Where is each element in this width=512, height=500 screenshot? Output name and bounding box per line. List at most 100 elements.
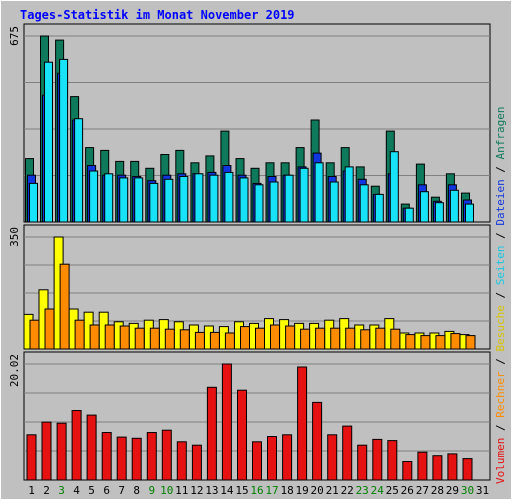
legend-part: Volumen	[494, 438, 507, 484]
day-label-15: 15	[235, 484, 248, 497]
legend-part: /	[494, 226, 507, 246]
day-label-27: 27	[416, 484, 429, 497]
bar-rechner-day-15	[240, 326, 250, 350]
bar-rechner-day-17	[270, 324, 280, 350]
bar-rechner-day-13	[209, 331, 220, 350]
day-label-6: 6	[103, 484, 110, 497]
bar-volumen-day-15	[237, 389, 247, 481]
bar-seiten-day-12	[194, 173, 204, 223]
bar-rechner-day-8	[134, 327, 145, 350]
bar-seiten-day-22	[344, 166, 354, 223]
bar-rechner-day-7	[119, 325, 130, 350]
day-label-20: 20	[310, 484, 323, 497]
bar-volumen-day-21	[327, 434, 338, 481]
day-label-13: 13	[205, 484, 218, 497]
day-label-31: 31	[476, 484, 489, 497]
day-label-28: 28	[431, 484, 444, 497]
bar-seiten-day-23	[359, 184, 369, 223]
bar-volumen-day-23	[357, 444, 368, 481]
bar-rechner-day-30	[465, 335, 476, 350]
bar-seiten-day-9	[149, 182, 159, 223]
bar-seiten-day-24	[374, 193, 384, 223]
bar-rechner-day-1	[29, 319, 40, 350]
bar-volumen-day-25	[387, 440, 398, 481]
bar-volumen-day-29	[447, 453, 458, 481]
bar-volumen-day-26	[402, 461, 413, 481]
series-volumen	[26, 363, 473, 481]
day-label-10: 10	[160, 484, 173, 497]
series-besuche	[23, 236, 470, 350]
max-label-visits: 350	[8, 227, 21, 247]
day-label-16: 16	[250, 484, 263, 497]
bar-volumen-day-30	[462, 458, 473, 481]
legend-part: Dateien	[494, 179, 507, 225]
bar-volumen-day-7	[116, 436, 127, 481]
bar-volumen-day-28	[432, 455, 443, 481]
day-labels: 1 2 3 4 5 6 7 8 9 10 11 12 13 14 15 16 17 18 19 20 21 22 23 24 2…	[28, 484, 489, 497]
bar-volumen-day-17	[267, 436, 277, 481]
bar-volumen-day-9	[146, 432, 157, 481]
day-label-14: 14	[220, 484, 234, 497]
bar-seiten-day-11	[179, 176, 189, 223]
legend-part: Besuche	[494, 305, 507, 351]
day-label-26: 26	[401, 484, 414, 497]
bar-seiten-day-10	[164, 178, 174, 223]
day-label-30: 30	[461, 484, 474, 497]
day-label-18: 18	[280, 484, 293, 497]
legend-part: /	[494, 159, 507, 179]
bar-volumen-day-3	[56, 422, 67, 481]
bar-seiten-day-27	[419, 191, 429, 223]
series-seiten	[29, 58, 474, 223]
day-label-2: 2	[43, 484, 50, 497]
bar-volumen-day-18	[282, 434, 293, 481]
bar-seiten-day-3	[59, 58, 69, 223]
bar-volumen-day-22	[342, 425, 353, 481]
bar-rechner-day-12	[194, 331, 205, 350]
bar-rechner-day-16	[255, 327, 265, 350]
bar-rechner-day-11	[179, 329, 190, 350]
bar-volumen-day-16	[252, 441, 262, 481]
legend-part: /	[494, 285, 507, 305]
day-label-8: 8	[133, 484, 140, 497]
bar-rechner-day-5	[89, 324, 100, 350]
bar-volumen-day-2	[41, 421, 52, 481]
bar-seiten-day-16	[254, 184, 264, 223]
bar-rechner-day-24	[375, 327, 386, 350]
bar-seiten-day-21	[329, 181, 339, 223]
day-label-24: 24	[371, 484, 385, 497]
day-label-22: 22	[341, 484, 354, 497]
chart-title: Tages-Statistik im Monat November 2019	[20, 8, 295, 22]
day-label-21: 21	[326, 484, 339, 497]
bar-seiten-day-6	[104, 173, 114, 223]
bar-volumen-day-1	[26, 434, 37, 481]
legend-part: Rechner	[494, 371, 507, 418]
day-label-19: 19	[295, 484, 308, 497]
bar-volumen-day-20	[312, 401, 323, 481]
bar-seiten-day-19	[299, 167, 309, 223]
bar-rechner-day-10	[164, 328, 175, 350]
bar-volumen-day-24	[372, 438, 383, 481]
day-label-7: 7	[118, 484, 125, 497]
bar-rechner-day-27	[420, 335, 431, 350]
bar-rechner-day-20	[315, 327, 326, 350]
bar-seiten-day-30	[465, 203, 474, 223]
day-label-9: 9	[148, 484, 155, 497]
day-label-11: 11	[175, 484, 188, 497]
bar-rechner-day-25	[390, 328, 401, 350]
bar-seiten-day-15	[239, 177, 249, 223]
bar-rechner-day-3	[59, 263, 70, 350]
bar-seiten-day-20	[314, 162, 324, 223]
bar-seiten-day-13	[209, 174, 219, 223]
bar-seiten-day-25	[389, 151, 399, 223]
day-label-5: 5	[88, 484, 95, 497]
bar-rechner-day-19	[300, 328, 311, 350]
day-label-3: 3	[58, 484, 65, 497]
max-label-hits: 675	[8, 26, 21, 46]
day-label-29: 29	[446, 484, 459, 497]
legend-part: /	[494, 418, 507, 438]
bar-rechner-day-23	[360, 329, 371, 350]
bar-seiten-day-14	[224, 171, 234, 223]
bar-rechner-day-22	[345, 327, 356, 350]
